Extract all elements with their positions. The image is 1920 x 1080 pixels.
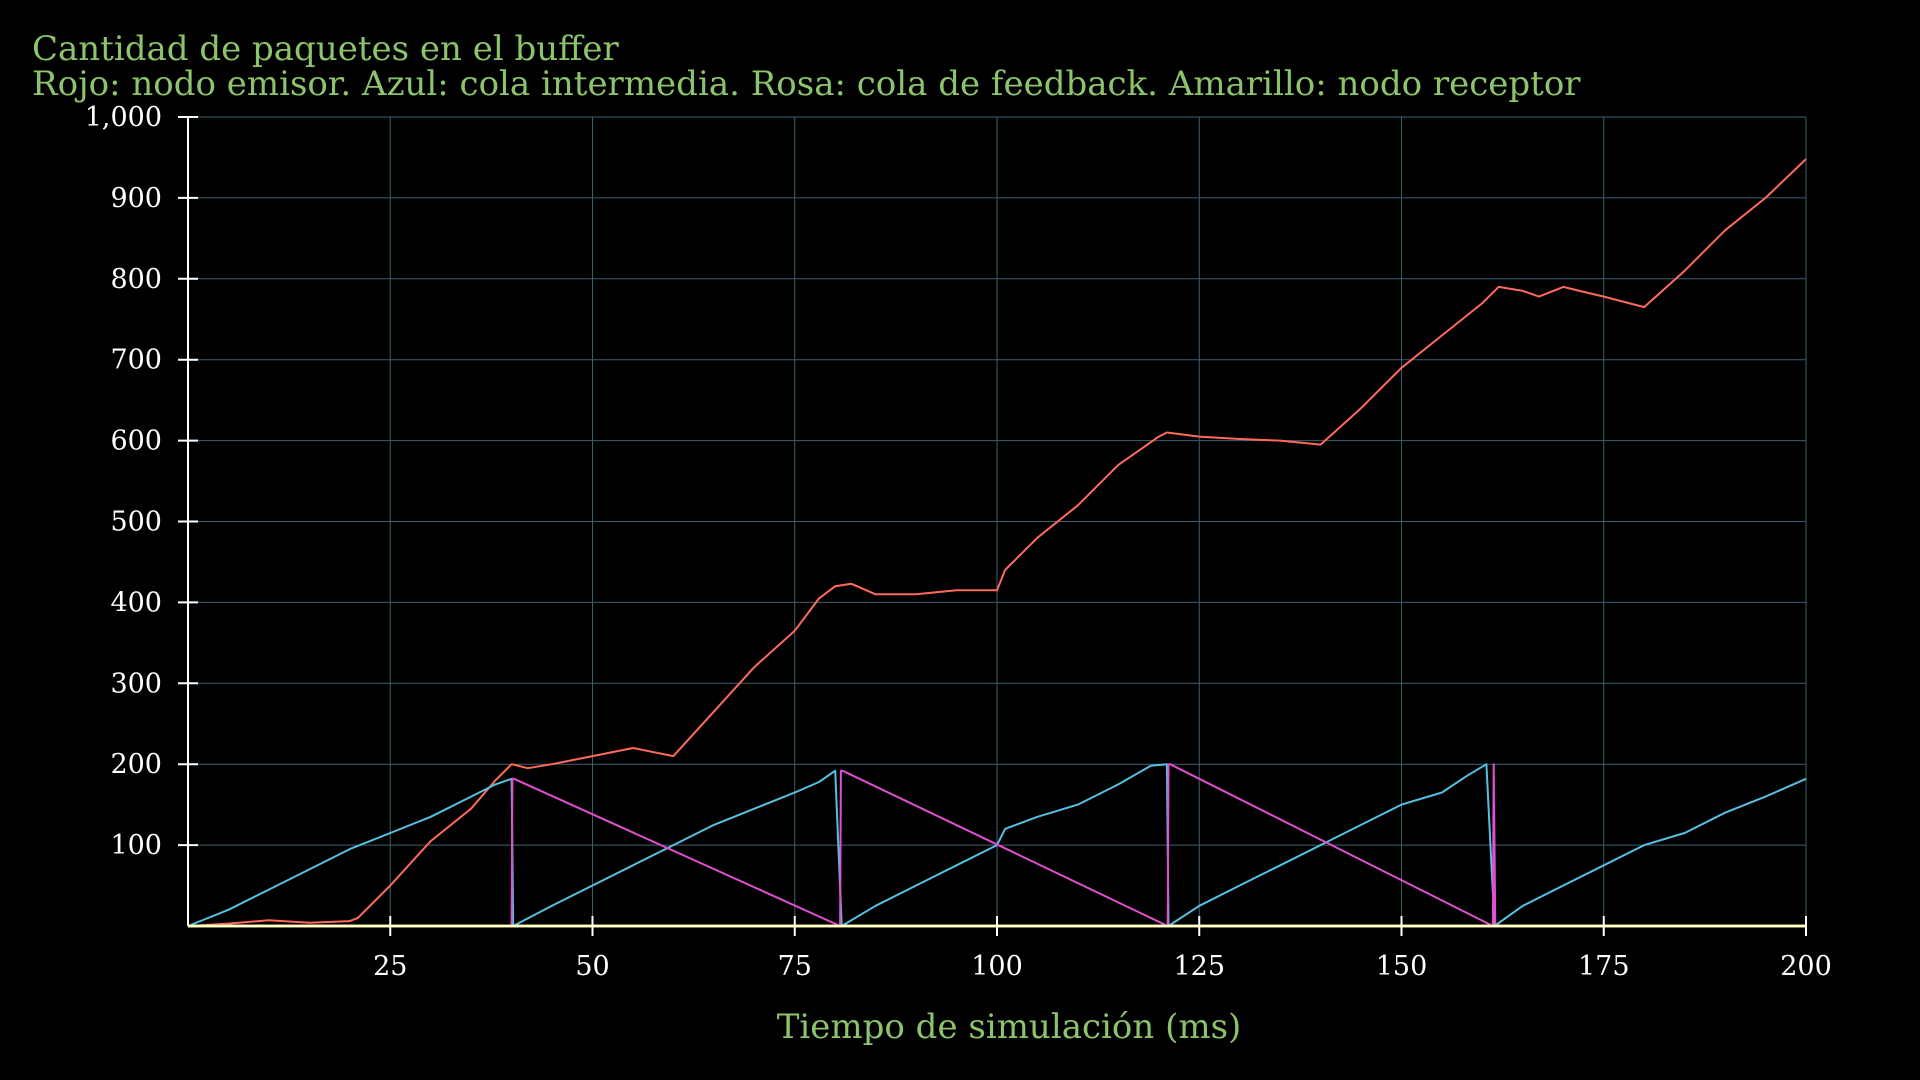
x-tick-label: 25 — [373, 951, 407, 982]
ticks: 25 50 75 100 125 150 175 200 100 200 300 400 500 600 7… — [85, 102, 1832, 982]
chart-title: Cantidad de paquetes en el buffer — [32, 29, 619, 69]
y-tick-label: 900 — [110, 183, 162, 214]
series-line-0 — [187, 158, 1807, 927]
chart-subtitle: Rojo: nodo emisor. Azul: cola intermedia… — [32, 64, 1581, 104]
x-tick-label: 200 — [1780, 951, 1832, 982]
y-tick-label: 300 — [110, 668, 162, 699]
x-tick-label: 50 — [575, 951, 609, 982]
y-tick-label: 1,000 — [85, 102, 162, 133]
x-tick-label: 100 — [971, 951, 1023, 982]
y-tick-label: 700 — [110, 345, 162, 376]
y-tick-label: 100 — [110, 830, 162, 861]
series-line-2 — [188, 763, 1806, 927]
y-tick-label: 800 — [110, 264, 162, 295]
x-tick-label: 175 — [1578, 951, 1630, 982]
y-tick-label: 400 — [110, 587, 162, 618]
x-tick-label: 75 — [778, 951, 812, 982]
grid — [188, 116, 1807, 926]
y-tick-label: 200 — [110, 749, 162, 780]
x-tick-label: 125 — [1173, 951, 1225, 982]
y-tick-label: 500 — [110, 507, 162, 538]
x-tick-label: 150 — [1376, 951, 1428, 982]
y-tick-label: 600 — [110, 426, 162, 457]
x-axis-label: Tiempo de simulación (ms) — [777, 1007, 1242, 1047]
